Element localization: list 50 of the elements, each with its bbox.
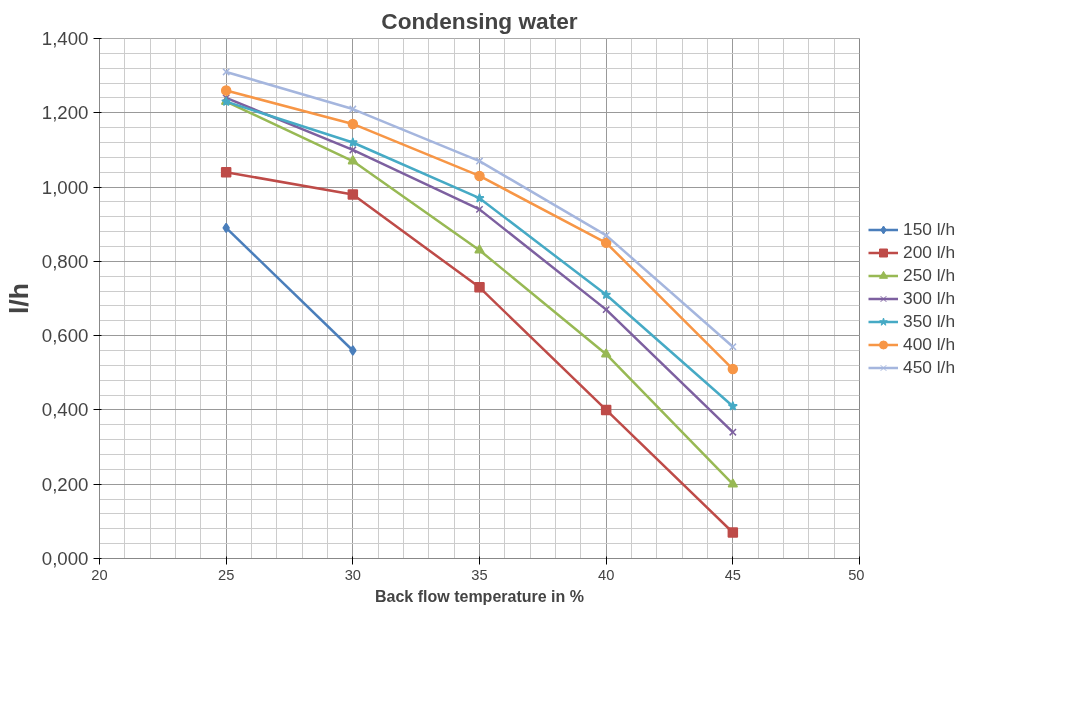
legend-label: 250 l/h [903,264,956,286]
point [220,166,232,178]
x-tick-label: 25 [218,566,235,583]
x-tick-label: 40 [598,566,615,583]
point [601,289,612,300]
point [475,157,484,165]
legend-label: 200 l/h [903,241,956,263]
y-tick-label: 0,800 [41,250,89,272]
point [727,527,739,538]
point [600,348,612,358]
y-tick-label: 0,600 [41,325,89,347]
x-tick-label: 30 [344,566,361,583]
point [474,192,485,203]
point [347,189,359,200]
legend-label: 450 l/h [903,356,956,378]
point [347,137,358,147]
point [348,146,357,154]
point [474,244,485,254]
x-axis-title: Back flow temperature in % [375,587,584,605]
point [347,155,359,165]
point [600,237,612,249]
point [349,345,357,356]
point [474,170,485,182]
y-tick-label: 1,200 [41,102,89,124]
point [475,205,484,214]
legend-label: 350 l/h [903,310,956,332]
point [727,400,738,411]
x-tick-label: 50 [848,566,865,583]
point [348,105,357,113]
legend-label: 150 l/h [903,218,956,240]
point [728,342,737,351]
y-tick-label: 1,000 [41,176,89,198]
x-tick-label: 35 [471,566,488,583]
point [474,282,485,293]
y-axis-title: l/h [3,282,34,315]
y-tick-label: 0,400 [41,399,89,421]
y-tick-label: 1,400 [41,28,89,49]
x-tick-label: 20 [91,566,108,583]
point [728,428,737,437]
point [600,404,612,416]
legend-label: 400 l/h [903,333,956,355]
x-tick-label: 45 [724,566,741,583]
y-tick-label: 0,000 [41,548,89,569]
legend-label: 300 l/h [903,287,956,309]
point [727,363,739,375]
y-tick-label: 0,200 [41,473,89,495]
point [220,85,232,96]
chart-title: Condensing water [381,7,578,34]
point [727,478,739,488]
point [347,118,359,130]
